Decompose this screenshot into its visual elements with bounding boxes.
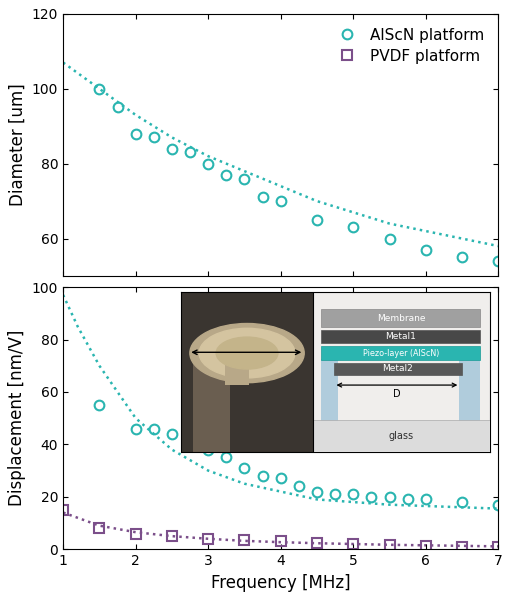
AlScN platform xyxy=(223,171,229,178)
Legend: AlScN platform, PVDF platform: AlScN platform, PVDF platform xyxy=(326,22,491,70)
AlScN platform xyxy=(241,175,247,182)
Y-axis label: Displacement [nm/V]: Displacement [nm/V] xyxy=(8,330,27,506)
X-axis label: Frequency [MHz]: Frequency [MHz] xyxy=(211,574,351,592)
AlScN platform xyxy=(423,246,429,253)
AlScN platform xyxy=(151,134,157,141)
AlScN platform xyxy=(187,149,193,156)
AlScN platform xyxy=(260,194,266,201)
AlScN platform xyxy=(114,104,121,111)
AlScN platform xyxy=(277,197,284,205)
AlScN platform xyxy=(132,130,138,137)
AlScN platform xyxy=(205,160,211,167)
AlScN platform xyxy=(459,254,465,261)
AlScN platform xyxy=(169,145,175,152)
Y-axis label: Diameter [um]: Diameter [um] xyxy=(8,83,27,206)
AlScN platform xyxy=(495,257,501,265)
AlScN platform xyxy=(314,216,320,223)
AlScN platform xyxy=(386,235,392,242)
AlScN platform xyxy=(350,224,356,231)
Line: AlScN platform: AlScN platform xyxy=(95,84,503,266)
AlScN platform xyxy=(96,85,102,92)
